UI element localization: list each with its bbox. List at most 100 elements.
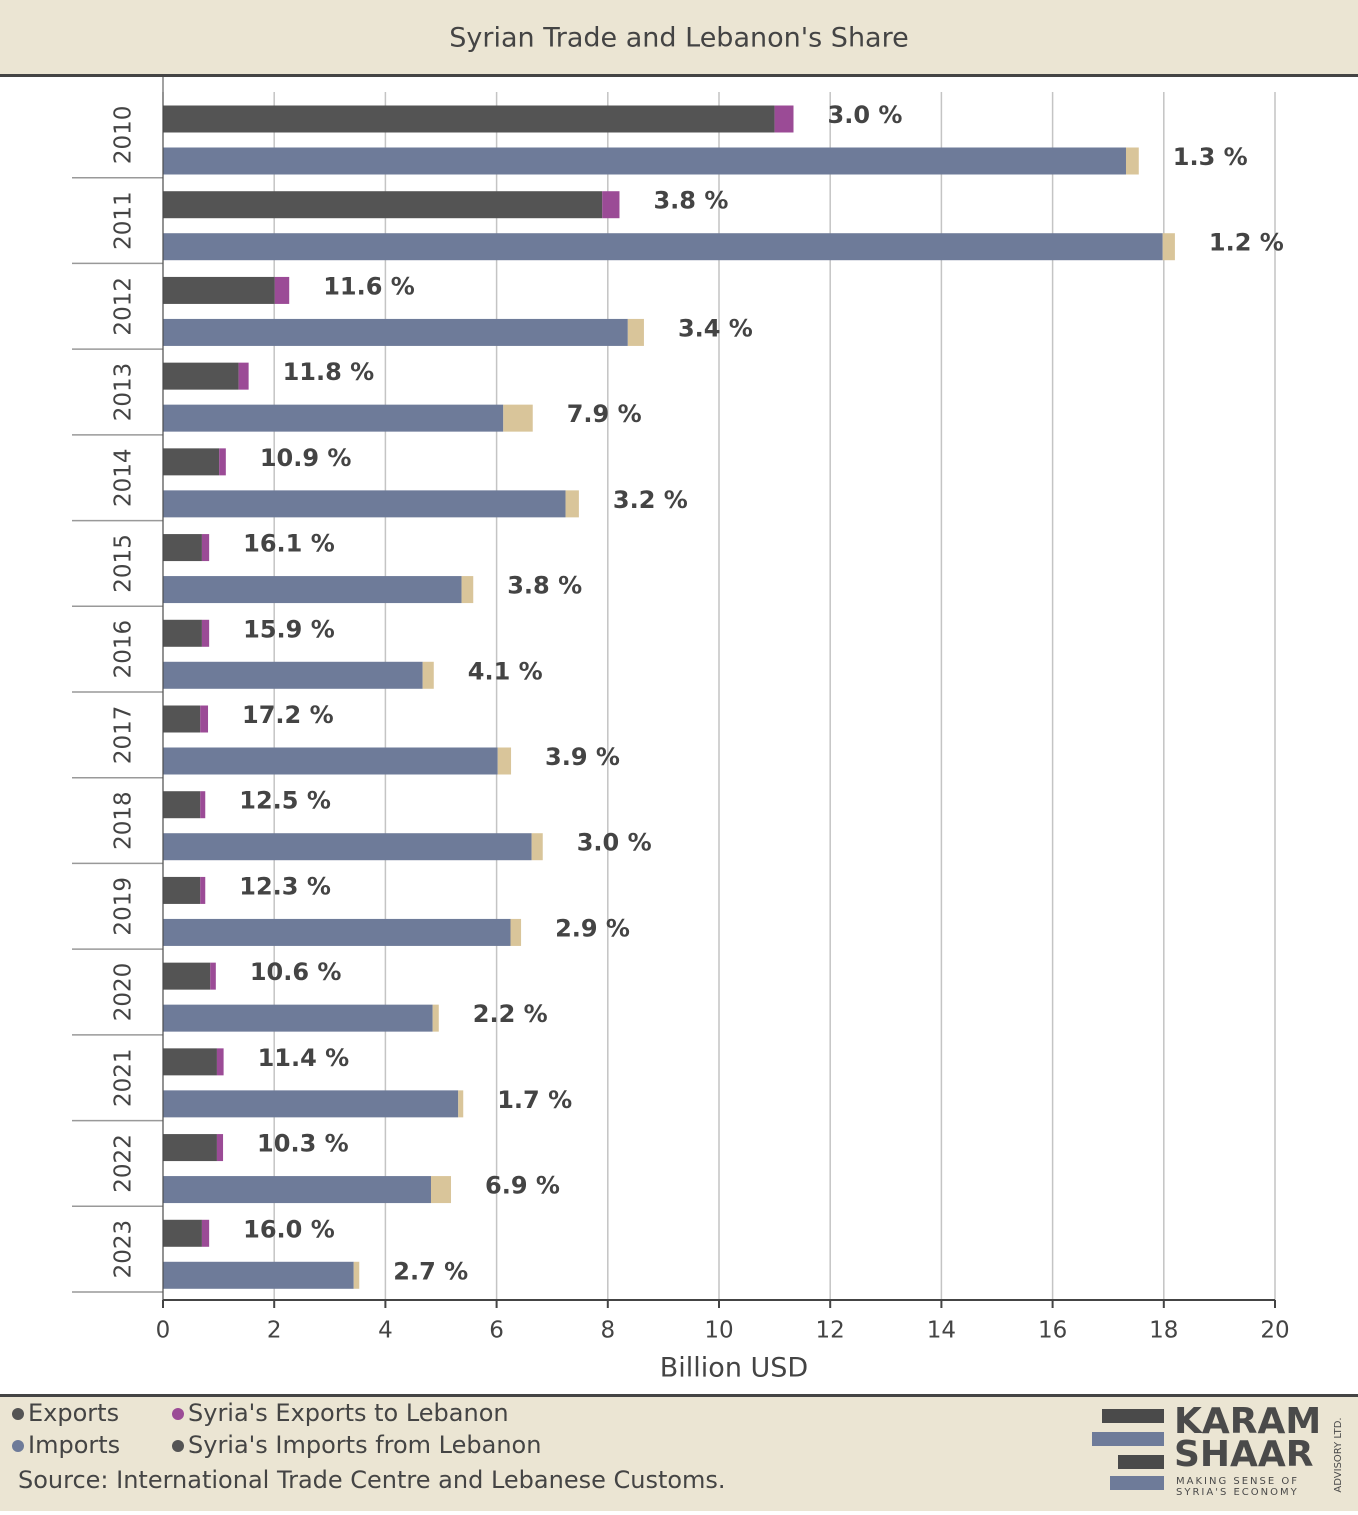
legend-label: Syria's Imports from Lebanon <box>188 1431 541 1459</box>
bar-segment <box>163 490 566 518</box>
bar-segment <box>565 490 579 518</box>
bar-segment <box>201 619 210 647</box>
legend-marker <box>172 1440 184 1452</box>
bar-segment <box>216 1048 224 1076</box>
bar-segment <box>503 404 533 432</box>
bar-segment <box>163 747 498 775</box>
logo-bar <box>1102 1409 1164 1423</box>
y-tick-label: 2020 <box>111 963 137 1022</box>
share-label: 3.9 % <box>545 743 620 771</box>
bar-segment <box>163 1090 459 1118</box>
share-label: 6.9 % <box>485 1172 560 1200</box>
legend-marker <box>12 1408 24 1420</box>
chart-title: Syrian Trade and Lebanon's Share <box>449 23 908 54</box>
share-label: 3.4 % <box>678 314 753 342</box>
bar-segment <box>163 1176 431 1204</box>
bar-segment <box>200 705 209 733</box>
bar-segment <box>432 1004 439 1032</box>
y-tick-label: 2017 <box>111 706 137 765</box>
x-tick-label: 2 <box>267 1318 282 1344</box>
logo-text: SHAAR <box>1174 1434 1314 1475</box>
bar-segment <box>201 1219 210 1247</box>
share-label: 3.2 % <box>613 486 688 514</box>
bar-segment <box>163 1261 354 1289</box>
y-tick-label: 2016 <box>111 620 137 679</box>
bar-segment <box>200 876 206 904</box>
share-label: 3.8 % <box>507 572 582 600</box>
bar-segment <box>163 1219 202 1247</box>
bar-segment <box>200 791 206 819</box>
bar-segment <box>163 1004 433 1032</box>
share-label: 12.3 % <box>239 872 331 900</box>
bar-segment <box>430 1176 452 1204</box>
y-tick-label: 2015 <box>111 534 137 593</box>
bar-segment <box>461 576 474 604</box>
source: Source: International Trade Centre and L… <box>18 1466 726 1494</box>
bar-segment <box>163 705 201 733</box>
x-tick-label: 16 <box>1038 1318 1067 1344</box>
bar-segment <box>238 362 249 390</box>
bar-segment <box>163 362 239 390</box>
logo-tagline: SYRIA'S ECONOMY <box>1176 1487 1299 1498</box>
bar-segment <box>163 105 775 133</box>
share-label: 15.9 % <box>243 615 335 643</box>
legend-label: Imports <box>28 1431 120 1459</box>
bar-segment <box>274 276 290 304</box>
share-label: 7.9 % <box>567 400 642 428</box>
bar-segment <box>163 318 628 346</box>
bar-segment <box>458 1090 464 1118</box>
y-tick-label: 2014 <box>111 448 137 507</box>
share-label: 3.0 % <box>828 101 903 129</box>
bar-segment <box>1162 233 1175 261</box>
share-label: 16.1 % <box>243 530 335 558</box>
header <box>0 0 1358 75</box>
bar-segment <box>163 1134 217 1162</box>
bar-segment <box>163 147 1126 175</box>
bar-segment <box>163 791 201 819</box>
share-label: 2.7 % <box>393 1257 468 1285</box>
share-label: 11.8 % <box>283 358 375 386</box>
share-label: 11.6 % <box>323 272 415 300</box>
x-tick-label: 10 <box>704 1318 733 1344</box>
logo-tagline: MAKING SENSE OF <box>1176 1476 1299 1487</box>
bar-segment <box>422 661 434 689</box>
bar-segment <box>201 534 210 562</box>
bar-segment <box>163 619 202 647</box>
bar-segment <box>774 105 794 133</box>
share-label: 1.2 % <box>1209 229 1284 257</box>
share-label: 4.1 % <box>468 657 543 685</box>
bar-segment <box>163 448 220 476</box>
bar-segment <box>163 576 462 604</box>
logo-side: ADVISORY LTD. <box>1333 1417 1344 1492</box>
x-tick-label: 0 <box>156 1318 171 1344</box>
share-label: 2.9 % <box>555 914 630 942</box>
legend-marker <box>172 1408 184 1420</box>
bar-segment <box>497 747 512 775</box>
y-tick-label: 2011 <box>111 191 137 250</box>
bar-segment <box>163 962 211 990</box>
share-label: 10.6 % <box>250 958 342 986</box>
bar-segment <box>219 448 226 476</box>
logo-bar <box>1110 1476 1164 1490</box>
x-tick-label: 8 <box>600 1318 615 1344</box>
bar-segment <box>216 1134 224 1162</box>
bar-segment <box>602 191 620 219</box>
x-tick-label: 20 <box>1260 1318 1289 1344</box>
x-tick-label: 14 <box>927 1318 956 1344</box>
bar-segment <box>163 404 504 432</box>
bar-segment <box>163 918 511 946</box>
bar-segment <box>163 191 603 219</box>
logo-text: KARAM <box>1174 1401 1321 1442</box>
logo-bar <box>1092 1432 1164 1446</box>
share-label: 3.0 % <box>577 829 652 857</box>
share-label: 16.0 % <box>243 1215 335 1243</box>
y-tick-label: 2013 <box>111 363 137 422</box>
y-tick-label: 2019 <box>111 877 137 936</box>
share-label: 3.8 % <box>653 187 728 215</box>
share-label: 11.4 % <box>258 1044 350 1072</box>
bar-segment <box>510 918 522 946</box>
bar-segment <box>163 276 275 304</box>
bar-segment <box>163 661 423 689</box>
y-tick-label: 2022 <box>111 1134 137 1193</box>
